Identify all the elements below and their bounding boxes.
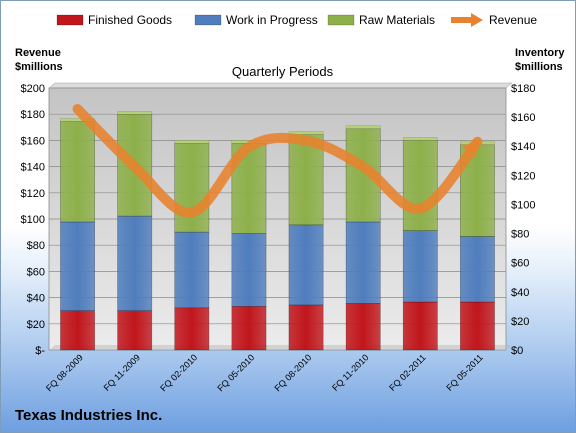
right-tick-label: $100 xyxy=(511,199,535,211)
legend-swatch xyxy=(56,14,84,26)
bar-work-in-progress xyxy=(117,215,153,311)
bar-finished-goods xyxy=(174,307,210,351)
bar-finished-goods xyxy=(60,310,96,351)
bar-top-cap xyxy=(174,140,210,144)
right-tick-label: $180 xyxy=(511,83,535,95)
right-tick-label: $60 xyxy=(511,258,529,270)
left-tick-label: $20 xyxy=(27,319,45,331)
company-name: Texas Industries Inc. xyxy=(15,407,163,424)
right-tick-label: $80 xyxy=(511,229,529,241)
bar-finished-goods xyxy=(288,304,324,351)
left-tick-label: $100 xyxy=(21,214,45,226)
x-tick-label: FQ 08-2009 xyxy=(44,352,85,393)
revenue-arrowhead xyxy=(462,138,481,158)
right-tick-label: $20 xyxy=(511,316,529,328)
plot-floor xyxy=(49,345,512,350)
bar-raw-materials xyxy=(402,140,438,231)
bar-top-cap xyxy=(345,125,381,129)
bar-top-cap xyxy=(402,137,438,141)
left-tick-label: $200 xyxy=(21,83,45,95)
bar-finished-goods xyxy=(231,306,267,351)
bar-finished-goods xyxy=(459,301,495,351)
x-tick-label: FQ 11-2010 xyxy=(330,352,371,393)
left-tick-label: $140 xyxy=(21,162,45,174)
right-tick-label: $120 xyxy=(511,170,535,182)
left-tick-label: $120 xyxy=(21,188,45,200)
left-axis-title: Revenue xyxy=(15,47,61,59)
bar-top-cap xyxy=(288,131,324,135)
left-tick-label: $180 xyxy=(21,109,45,121)
left-tick-label: $60 xyxy=(27,266,45,278)
legend-label: Work in Progress xyxy=(226,13,318,27)
x-tick-label: FQ 11-2009 xyxy=(102,352,143,393)
bar-work-in-progress xyxy=(231,233,267,307)
right-tick-label: $160 xyxy=(511,112,535,124)
right-axis-title: Inventory xyxy=(515,47,565,59)
legend-swatch xyxy=(194,14,222,26)
legend-label: Raw Materials xyxy=(359,13,435,27)
bar-work-in-progress xyxy=(345,221,381,304)
bar-finished-goods xyxy=(117,310,153,351)
x-tick-label: FQ 05-2011 xyxy=(444,352,485,393)
x-tick-label: FQ 05-2010 xyxy=(215,352,256,393)
bar-finished-goods xyxy=(345,303,381,351)
bar-work-in-progress xyxy=(459,236,495,303)
bar-work-in-progress xyxy=(60,221,96,312)
left-tick-label: $- xyxy=(35,345,45,357)
bar-work-in-progress xyxy=(402,230,438,303)
legend-label: Finished Goods xyxy=(88,13,172,27)
right-axis-title: $millions xyxy=(515,61,563,73)
legend-swatch-arrow xyxy=(471,13,483,27)
right-tick-label: $0 xyxy=(511,345,523,357)
legend-swatch xyxy=(327,14,355,26)
left-tick-label: $40 xyxy=(27,293,45,305)
bar-work-in-progress xyxy=(288,224,324,306)
bar-raw-materials xyxy=(60,121,96,223)
plot-title: Quarterly Periods xyxy=(232,64,334,79)
left-tick-label: $160 xyxy=(21,135,45,147)
x-tick-label: FQ 02-2011 xyxy=(387,352,428,393)
bar-work-in-progress xyxy=(174,231,210,309)
bar-finished-goods xyxy=(402,301,438,351)
legend-label: Revenue xyxy=(489,13,537,27)
x-tick-label: FQ 02-2010 xyxy=(158,352,199,393)
bar-raw-materials xyxy=(174,143,210,233)
revenue-line xyxy=(72,103,483,218)
left-tick-label: $80 xyxy=(27,240,45,252)
right-tick-label: $140 xyxy=(511,141,535,153)
x-tick-label: FQ 08-2010 xyxy=(272,352,313,393)
right-tick-label: $40 xyxy=(511,287,529,299)
plot-top-wall xyxy=(48,82,513,89)
left-axis-title: $millions xyxy=(15,61,63,73)
bar-top-cap xyxy=(117,110,153,115)
bar-raw-materials xyxy=(288,134,324,226)
